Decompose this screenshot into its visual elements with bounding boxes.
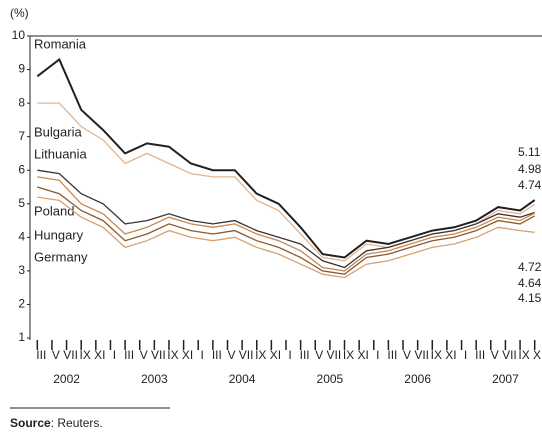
x-tick-label: III	[387, 348, 397, 362]
x-tick-label: III	[475, 348, 485, 362]
x-tick-label: IX	[518, 348, 529, 362]
y-tick-label: 9	[18, 62, 25, 76]
x-tick-label: V	[140, 348, 148, 362]
year-label: 2003	[141, 372, 168, 386]
year-label: 2002	[53, 372, 80, 386]
series-line	[37, 186, 536, 275]
x-tick-label: III	[36, 348, 46, 362]
x-tick-label: IX	[431, 348, 442, 362]
source-label: Source	[10, 416, 51, 430]
y-tick-label: 1	[18, 330, 25, 344]
x-tick-label: I	[376, 348, 379, 362]
x-tick-label: I	[288, 348, 291, 362]
x-tick-label: XI	[357, 348, 368, 362]
x-tick-label: IX	[255, 348, 266, 362]
x-tick-label: III	[300, 348, 310, 362]
x-tick-label: IX	[167, 348, 178, 362]
year-label: 2006	[404, 372, 431, 386]
x-tick-label: XI	[270, 348, 281, 362]
series-label: Bulgaria	[34, 124, 82, 139]
y-tick-label: 2	[18, 297, 25, 311]
end-value-label: 4.72	[518, 260, 542, 274]
y-tick-label: 8	[18, 95, 25, 109]
x-tick-label: XI	[445, 348, 456, 362]
x-tick-label: XI	[94, 348, 105, 362]
x-tick-label: XI	[533, 348, 542, 362]
series-line	[36, 57, 536, 259]
x-tick-label: I	[201, 348, 204, 362]
y-tick-label: 3	[18, 263, 25, 277]
source-text: : Reuters.	[51, 416, 103, 430]
end-value-label: 4.98	[518, 162, 542, 176]
x-tick-label: III	[212, 348, 222, 362]
x-tick-label: V	[315, 348, 323, 362]
y-tick-label: 5	[18, 196, 25, 210]
series-line	[37, 169, 535, 269]
series-label: Germany	[34, 249, 88, 264]
year-label: 2007	[492, 372, 519, 386]
x-tick-label: VII	[327, 348, 342, 362]
x-tick-label: VII	[239, 348, 254, 362]
source: Source: Reuters.	[10, 416, 103, 430]
series-line	[37, 196, 535, 279]
x-tick-label: V	[52, 348, 60, 362]
x-tick-label: V	[403, 348, 411, 362]
x-tick-label: VII	[151, 348, 166, 362]
y-tick-label: 6	[18, 162, 25, 176]
series-label: Romania	[34, 36, 87, 51]
x-tick-label: IX	[343, 348, 354, 362]
series-line	[37, 102, 536, 262]
y-unit-label: (%)	[10, 6, 29, 20]
y-tick-label: 7	[18, 129, 25, 143]
x-tick-label: I	[464, 348, 467, 362]
x-tick-label: VII	[502, 348, 517, 362]
x-tick-label: IX	[80, 348, 91, 362]
end-value-label: 5.11	[518, 145, 541, 159]
x-tick-label: III	[124, 348, 134, 362]
end-value-label: 4.15	[518, 291, 542, 305]
x-tick-label: V	[227, 348, 235, 362]
end-value-label: 4.64	[518, 276, 542, 290]
end-value-label: 4.74	[518, 178, 542, 192]
y-tick-label: 4	[18, 230, 25, 244]
year-label: 2005	[317, 372, 344, 386]
series-label: Poland	[34, 203, 74, 218]
x-tick-label: V	[491, 348, 499, 362]
y-tick-label: 10	[12, 28, 26, 42]
series-line	[37, 176, 535, 272]
series-label: Lithuania	[34, 146, 88, 161]
x-tick-label: XI	[182, 348, 193, 362]
x-tick-label: VII	[414, 348, 429, 362]
x-tick-label: VII	[63, 348, 78, 362]
series-label: Hungary	[34, 227, 84, 242]
year-label: 2004	[229, 372, 256, 386]
x-tick-label: I	[113, 348, 116, 362]
